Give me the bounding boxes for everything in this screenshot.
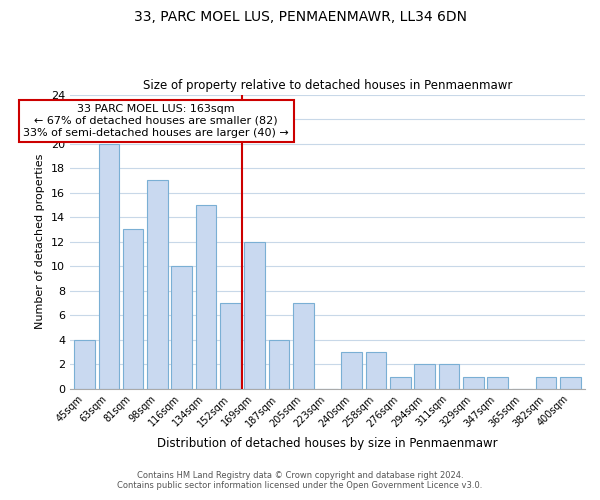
- Bar: [196, 205, 217, 389]
- Bar: [269, 340, 289, 389]
- Bar: [390, 376, 411, 389]
- Bar: [74, 340, 95, 389]
- Bar: [220, 303, 241, 389]
- Bar: [147, 180, 168, 389]
- Text: 33, PARC MOEL LUS, PENMAENMAWR, LL34 6DN: 33, PARC MOEL LUS, PENMAENMAWR, LL34 6DN: [133, 10, 467, 24]
- Bar: [244, 242, 265, 389]
- Bar: [366, 352, 386, 389]
- Title: Size of property relative to detached houses in Penmaenmawr: Size of property relative to detached ho…: [143, 79, 512, 92]
- Text: 33 PARC MOEL LUS: 163sqm
← 67% of detached houses are smaller (82)
33% of semi-d: 33 PARC MOEL LUS: 163sqm ← 67% of detach…: [23, 104, 289, 138]
- Bar: [98, 144, 119, 389]
- Bar: [341, 352, 362, 389]
- Bar: [172, 266, 192, 389]
- Bar: [560, 376, 581, 389]
- Bar: [415, 364, 435, 389]
- Bar: [123, 230, 143, 389]
- Bar: [463, 376, 484, 389]
- Bar: [487, 376, 508, 389]
- Y-axis label: Number of detached properties: Number of detached properties: [35, 154, 46, 330]
- Bar: [293, 303, 314, 389]
- X-axis label: Distribution of detached houses by size in Penmaenmawr: Distribution of detached houses by size …: [157, 437, 498, 450]
- Text: Contains HM Land Registry data © Crown copyright and database right 2024.
Contai: Contains HM Land Registry data © Crown c…: [118, 470, 482, 490]
- Bar: [536, 376, 556, 389]
- Bar: [439, 364, 459, 389]
